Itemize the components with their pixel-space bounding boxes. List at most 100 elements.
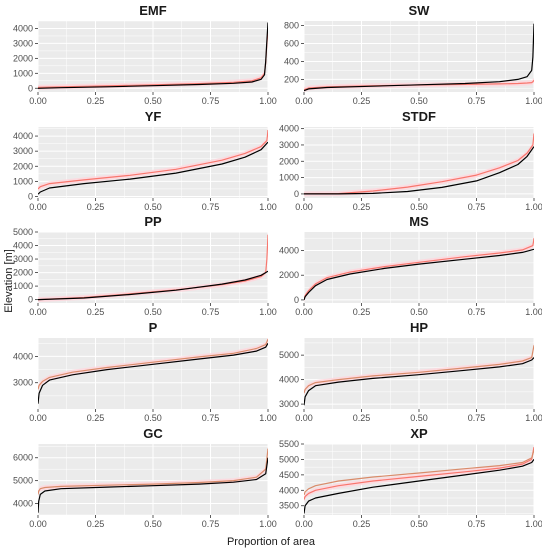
x-tick-label: 0.00	[29, 413, 47, 423]
x-tick-label: 0.75	[202, 307, 220, 317]
y-tick-label: 3000	[13, 38, 33, 48]
x-tick-label: 0.00	[29, 307, 47, 317]
x-tick-label: 0.75	[468, 307, 486, 317]
x-tick-label: 0.75	[468, 413, 486, 423]
uncertainty-ribbon	[38, 232, 268, 303]
x-tick-label: 0.25	[353, 307, 371, 317]
x-tick-label: 0.00	[295, 519, 313, 529]
x-tick-label: 0.75	[468, 202, 486, 212]
y-tick-label: 4000	[13, 23, 33, 33]
y-tick-label: 5000	[279, 350, 299, 360]
series-line-observed	[304, 23, 534, 92]
series-group	[304, 444, 534, 514]
y-tick-label: 0	[28, 83, 33, 93]
y-tick-label: 2000	[13, 161, 33, 171]
series-group	[304, 235, 534, 303]
panel-title-yf: YF	[145, 109, 162, 124]
y-tick-label: 3000	[13, 254, 33, 264]
y-tick-label: 600	[284, 38, 299, 48]
x-tick-label: 0.75	[202, 413, 220, 423]
x-axis-label: Proportion of area	[227, 536, 316, 548]
series-line-modelled_alt	[304, 345, 534, 394]
y-tick-label: 5000	[13, 227, 33, 237]
panel-yf: YF 0.00 0.25 0.50 0.75 1.00 0 1000 2000 3000 4000	[13, 109, 277, 212]
y-tick-label: 4000	[13, 499, 33, 509]
x-tick-label: 0.50	[144, 202, 162, 212]
x-tick-label: 0.50	[410, 307, 428, 317]
panel-sw: SW 0.00 0.25 0.50 0.75 1.00 200 400 600 800	[284, 3, 542, 106]
series-group	[304, 131, 534, 197]
y-tick-label: 1000	[13, 176, 33, 186]
x-tick-label: 0.25	[87, 413, 105, 423]
x-tick-label: 0.75	[468, 519, 486, 529]
x-tick-label: 0.25	[353, 413, 371, 423]
x-tick-label: 1.00	[525, 202, 542, 212]
series-group	[38, 338, 268, 404]
y-tick-label: 4000	[13, 351, 33, 361]
panel-ms: MS 0.00 0.25 0.50 0.75 1.00 0 2000 4000	[279, 214, 542, 317]
x-tick-label: 0.75	[202, 202, 220, 212]
x-tick-label: 0.50	[144, 519, 162, 529]
series-line-modelled_alt	[304, 450, 534, 496]
panel-title-hp: HP	[410, 320, 428, 335]
y-tick-label: 4000	[279, 246, 299, 256]
y-tick-label: 4000	[279, 124, 299, 134]
y-axis-label: Elevation [m]	[3, 249, 15, 313]
y-tick-label: 4000	[279, 485, 299, 495]
y-tick-label: 800	[284, 20, 299, 30]
series-line-modelled	[304, 79, 534, 91]
x-tick-label: 0.50	[144, 96, 162, 106]
x-tick-label: 0.75	[468, 96, 486, 106]
y-tick-label: 0	[294, 295, 299, 305]
series-group	[38, 22, 268, 90]
x-tick-label: 0.00	[295, 96, 313, 106]
series-line-observed	[304, 459, 534, 514]
uncertainty-ribbon	[38, 127, 268, 192]
x-tick-label: 0.00	[29, 96, 47, 106]
panel-title-xp: XP	[410, 426, 428, 441]
x-tick-label: 0.25	[87, 519, 105, 529]
x-tick-label: 1.00	[259, 96, 277, 106]
series-line-modelled	[304, 133, 534, 195]
y-tick-label: 4000	[13, 131, 33, 141]
y-tick-label: 2000	[279, 270, 299, 280]
y-tick-label: 3000	[13, 378, 33, 388]
y-tick-label: 4000	[279, 375, 299, 385]
series-group	[38, 232, 268, 303]
panel-stdf: STDF 0.00 0.25 0.50 0.75 1.00 0 1000 2000 3000 400…	[279, 109, 542, 212]
y-tick-label: 2000	[279, 156, 299, 166]
panel-emf: EMF 0.00 0.25 0.50 0.75 1.00 0 1000 2000 3000 4000	[13, 3, 277, 106]
panel-title-pp: PP	[144, 214, 162, 229]
y-tick-label: 1000	[279, 173, 299, 183]
y-tick-label: 1000	[13, 68, 33, 78]
x-tick-label: 1.00	[525, 519, 542, 529]
series-group	[304, 342, 534, 406]
panel-title-ms: MS	[409, 214, 429, 229]
x-tick-label: 0.50	[410, 96, 428, 106]
y-tick-label: 6000	[13, 453, 33, 463]
uncertainty-ribbon	[304, 131, 534, 197]
x-tick-label: 0.00	[295, 307, 313, 317]
y-tick-label: 200	[284, 74, 299, 84]
series-group	[38, 127, 268, 195]
x-tick-label: 0.25	[87, 307, 105, 317]
series-line-modelled	[304, 446, 534, 500]
series-line-observed	[38, 457, 268, 513]
x-tick-label: 0.50	[144, 413, 162, 423]
panel-hp: HP 0.00 0.25 0.50 0.75 1.00 3000 4000 5000	[279, 320, 542, 423]
x-tick-label: 1.00	[259, 202, 277, 212]
series-line-observed	[38, 22, 268, 89]
y-tick-label: 2000	[13, 53, 33, 63]
x-tick-label: 0.50	[410, 519, 428, 529]
series-line-observed	[38, 270, 268, 301]
series-line-observed	[304, 146, 534, 195]
panel-xp: XP 0.00 0.25 0.50 0.75 1.00 3500 4000 4500 5000 55…	[279, 426, 542, 529]
x-tick-label: 0.75	[202, 96, 220, 106]
y-tick-label: 0	[28, 295, 33, 305]
x-tick-label: 0.00	[295, 413, 313, 423]
x-tick-label: 1.00	[259, 307, 277, 317]
x-tick-label: 0.25	[87, 96, 105, 106]
series-line-modelled_alt	[38, 448, 268, 495]
